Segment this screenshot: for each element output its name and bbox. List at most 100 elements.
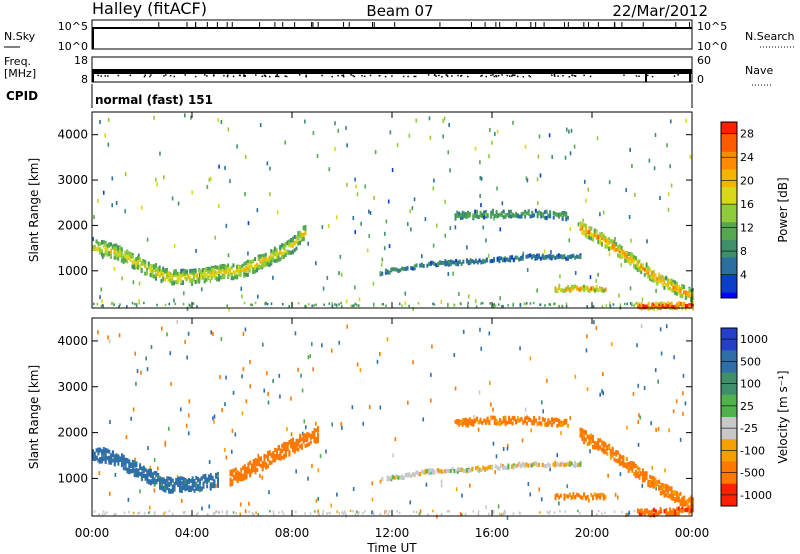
echo-cell [273, 258, 276, 263]
echo-cell [297, 241, 300, 246]
echo-cell [275, 252, 278, 257]
echo-cell [238, 471, 241, 476]
echo-cell [474, 466, 477, 471]
echo-cell [545, 209, 548, 214]
echo-cell [113, 246, 116, 251]
echo-cell [476, 468, 479, 473]
echo-cell [153, 274, 156, 279]
nave-dot [169, 74, 172, 77]
echo-cell [465, 421, 468, 426]
echo-cell [240, 467, 243, 472]
echo-cell [506, 420, 509, 425]
echo-cell [304, 443, 307, 448]
echo-cell [692, 500, 694, 505]
echo-cell [372, 281, 375, 286]
nsky-label: N.Sky [4, 30, 36, 43]
nave-dot [223, 74, 225, 77]
echo-cell [518, 214, 521, 219]
echo-cell [517, 416, 519, 421]
echo-cell [263, 257, 266, 262]
echo-cell [354, 177, 356, 182]
echo-cell [269, 509, 271, 513]
nave-dot [206, 75, 208, 77]
echo-cell [540, 214, 543, 219]
echo-cell [428, 471, 431, 476]
echo-cell [440, 483, 443, 488]
echo-cell [636, 471, 639, 476]
echo-cell [372, 302, 375, 307]
echo-cell [668, 286, 671, 291]
echo-cell [465, 467, 468, 472]
nave-dot [583, 74, 585, 77]
echo-cell [533, 421, 536, 426]
echo-cell [128, 510, 130, 514]
echo-cell [597, 442, 600, 447]
echo-cell [511, 255, 514, 260]
echo-cell [226, 304, 229, 307]
echo-cell [663, 304, 666, 309]
echo-cell [506, 443, 509, 448]
echo-cell [682, 391, 684, 396]
echo-cell [449, 168, 451, 173]
echo-cell [563, 493, 566, 498]
echo-cell [679, 293, 682, 298]
echo-cell [507, 465, 510, 470]
echo-cell [466, 245, 468, 250]
echo-cell [447, 262, 450, 267]
echo-cell [252, 468, 255, 473]
nave-dot [529, 75, 532, 78]
echo-cell [565, 302, 568, 306]
echo-cell [250, 469, 253, 474]
nave-dot [149, 75, 151, 78]
echo-cell [688, 510, 691, 515]
echo-cell [558, 419, 561, 424]
echo-cell [579, 494, 582, 499]
echo-cell [404, 291, 407, 296]
echo-cell [432, 509, 434, 513]
echo-cell [259, 473, 261, 478]
echo-cell [649, 510, 652, 515]
echo-cell [609, 455, 612, 460]
nave-dot [441, 75, 443, 78]
echo-cell [581, 225, 584, 230]
echo-cell [230, 449, 233, 454]
echo-cell [178, 480, 181, 485]
echo-cell [124, 258, 127, 263]
echo-cell [586, 233, 589, 238]
echo-cell [162, 477, 165, 482]
echo-cell [620, 263, 623, 268]
echo-cell [675, 496, 678, 501]
echo-cell [319, 454, 322, 459]
echo-cell [581, 428, 584, 433]
echo-cell [101, 451, 104, 456]
echo-cell [663, 285, 666, 290]
echo-cell [473, 415, 475, 420]
echo-cell [227, 273, 230, 278]
echo-cell [642, 266, 644, 271]
echo-cell [297, 301, 300, 305]
echo-cell [563, 288, 566, 293]
echo-cell [499, 212, 502, 217]
echo-cell [604, 442, 607, 447]
echo-cell [504, 510, 506, 514]
echo-cell [692, 304, 694, 309]
echo-cell [567, 494, 569, 499]
echo-cell [650, 475, 653, 480]
echo-cell [159, 151, 161, 156]
echo-cell [533, 415, 536, 420]
echo-cell [245, 267, 248, 272]
echo-cell [539, 303, 542, 306]
echo-cell [595, 229, 598, 234]
echo-cell [192, 302, 195, 305]
echo-cell [195, 248, 197, 253]
x-tick-label: 08:00 [275, 526, 310, 540]
echo-cell [532, 254, 535, 259]
colorbar-tick-label: 100 [740, 378, 761, 391]
echo-cell [193, 483, 196, 488]
echo-cell [611, 243, 614, 248]
echo-cell [654, 274, 657, 279]
nave-dot [226, 75, 229, 78]
echo-cell [426, 469, 429, 474]
nave-dot [459, 75, 462, 77]
echo-cell [207, 474, 210, 479]
